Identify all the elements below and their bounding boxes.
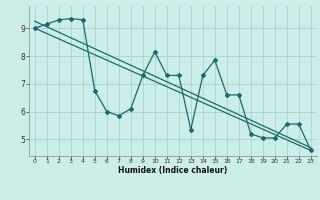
X-axis label: Humidex (Indice chaleur): Humidex (Indice chaleur)	[118, 166, 228, 175]
